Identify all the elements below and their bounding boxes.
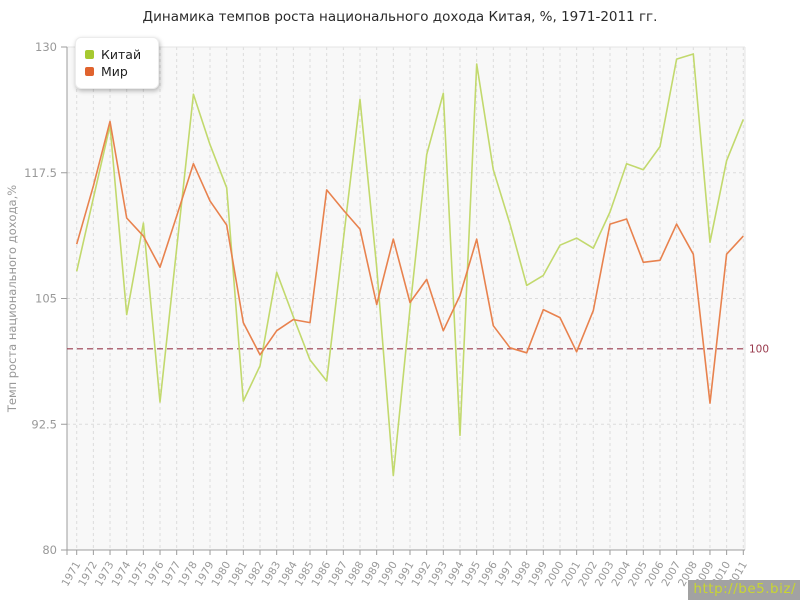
legend-label-world: Мир (101, 64, 128, 79)
legend: Китай Мир (75, 37, 160, 89)
y-tick-label: 105 (35, 292, 57, 306)
legend-item-world[interactable]: Мир (85, 64, 141, 79)
y-tick-label: 130 (35, 40, 57, 54)
legend-label-china: Китай (101, 47, 142, 62)
y-tick-label: 92.5 (31, 417, 57, 431)
watermark-link[interactable]: http://be5.biz/ (688, 580, 800, 600)
series-line-china (75, 53, 745, 477)
baseline-label: 100 (749, 343, 769, 355)
series-line-world (75, 120, 744, 404)
y-axis-title: Темп роста национального дохода,% (5, 185, 19, 413)
china-series-swatch-icon (85, 50, 94, 59)
world-series-swatch-icon (85, 67, 94, 76)
legend-item-china[interactable]: Китай (85, 47, 141, 62)
y-tick-label: 117.5 (24, 166, 57, 180)
chart-title: Динамика темпов роста национального дохо… (142, 9, 658, 25)
y-tick-label: 80 (42, 543, 57, 557)
